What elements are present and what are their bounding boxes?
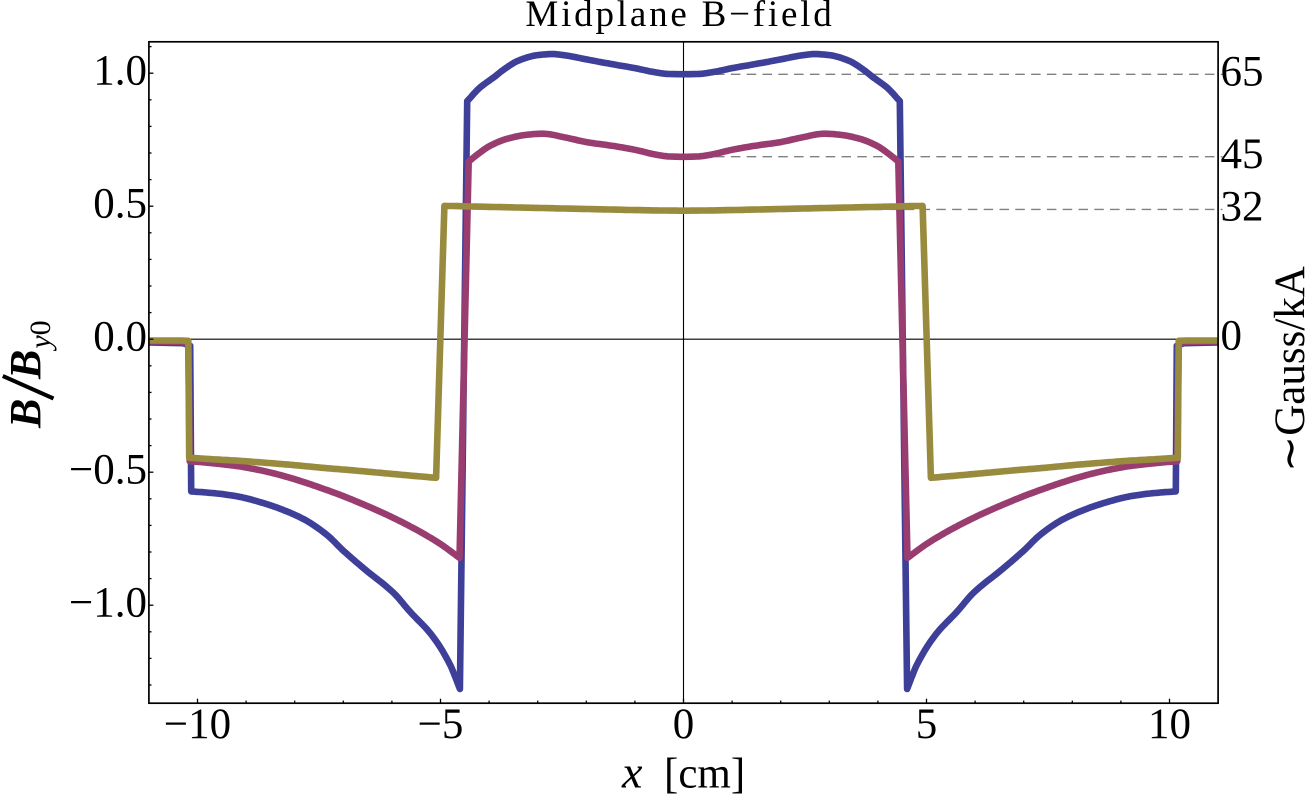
svg-text:32: 32 (1221, 184, 1264, 231)
svg-text:Midplane B−field: Midplane B−field (525, 0, 834, 35)
svg-text:1.0: 1.0 (93, 48, 147, 95)
svg-text:45: 45 (1221, 131, 1264, 178)
svg-text:10: 10 (1148, 701, 1191, 748)
svg-text:5: 5 (916, 701, 938, 748)
svg-text:−5: −5 (418, 701, 464, 748)
svg-text:−10: −10 (164, 701, 231, 748)
svg-text:0: 0 (1221, 313, 1243, 360)
svg-text:0.0: 0.0 (93, 314, 147, 361)
svg-text:65: 65 (1221, 49, 1264, 96)
svg-text:∼Gauss/kA: ∼Gauss/kA (1267, 266, 1314, 472)
svg-text:−1.0: −1.0 (69, 580, 147, 627)
svg-text:0: 0 (673, 701, 695, 748)
svg-text:x: x (621, 747, 643, 798)
svg-text:−0.5: −0.5 (69, 447, 147, 494)
svg-text:[cm]: [cm] (664, 751, 745, 798)
svg-text:BBy0: BBy0 (1, 320, 57, 429)
svg-text:0.5: 0.5 (93, 181, 147, 228)
